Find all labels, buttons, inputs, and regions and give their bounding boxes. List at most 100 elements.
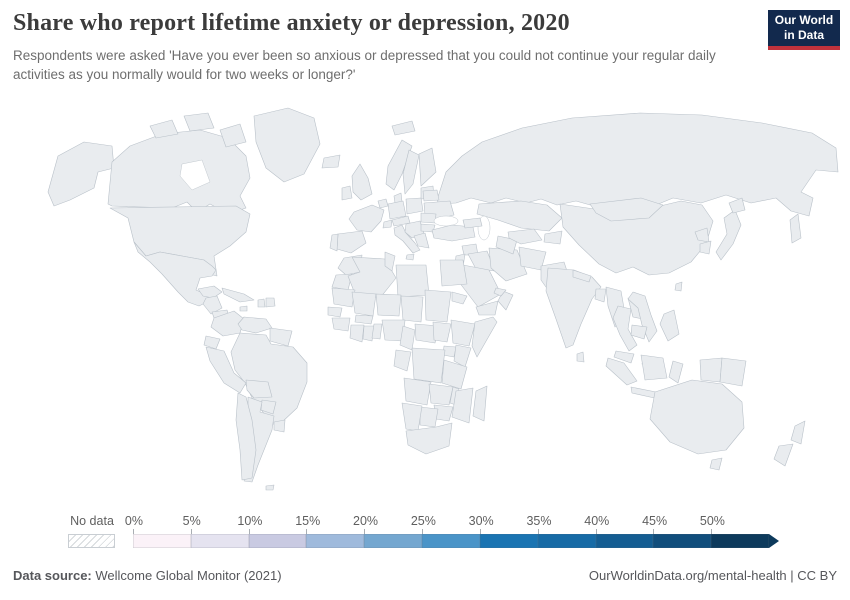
legend-bin[interactable]	[248, 534, 307, 548]
map-region-nepal[interactable]	[572, 269, 592, 283]
map-region-finland[interactable]	[418, 147, 437, 187]
map-region-chad[interactable]	[400, 295, 424, 323]
map-region-spain[interactable]	[336, 230, 367, 254]
map-region-libya[interactable]	[395, 264, 430, 298]
map-region-cambodia[interactable]	[630, 324, 648, 340]
map-region-malaysia-west[interactable]	[613, 350, 635, 364]
map-region-guyanas[interactable]	[269, 327, 293, 347]
map-region-thailand[interactable]	[612, 305, 638, 352]
owid-logo[interactable]: Our World in Data	[768, 10, 840, 50]
map-region-oman[interactable]	[497, 290, 514, 311]
map-region-sudan[interactable]	[424, 289, 452, 323]
map-region-sulawesi[interactable]	[668, 360, 684, 384]
map-region-chile[interactable]	[235, 392, 257, 481]
map-region-car[interactable]	[414, 323, 440, 344]
map-region-cameroon[interactable]	[399, 325, 416, 351]
map-region-sicily[interactable]	[405, 253, 415, 261]
legend-bin[interactable]	[595, 534, 654, 548]
legend-bin[interactable]	[306, 534, 365, 548]
map-region-united-kingdom[interactable]	[351, 163, 373, 201]
map-region-senegal[interactable]	[327, 306, 343, 318]
map-region-hokkaido[interactable]	[728, 197, 746, 214]
map-region-tunisia[interactable]	[384, 251, 396, 272]
map-region-borneo[interactable]	[640, 354, 668, 381]
map-region-bangladesh[interactable]	[594, 288, 607, 303]
map-region-vietnam[interactable]	[627, 291, 658, 343]
map-region-yemen[interactable]	[475, 300, 499, 316]
map-region-sakhalin[interactable]	[789, 213, 802, 244]
map-region-peru[interactable]	[205, 346, 247, 394]
map-region-ethiopia[interactable]	[450, 319, 476, 347]
map-region-australia[interactable]	[649, 379, 745, 455]
legend-bin[interactable]	[653, 534, 712, 548]
map-region-niger[interactable]	[375, 293, 402, 317]
map-region-tanzania[interactable]	[441, 359, 468, 390]
map-region-france[interactable]	[348, 204, 385, 233]
legend-bin[interactable]	[364, 534, 423, 548]
map-region-falkland-islands[interactable]	[265, 484, 275, 491]
map-region-india[interactable]	[545, 267, 602, 349]
legend-bin[interactable]	[711, 534, 769, 548]
map-region-new-zealand-north[interactable]	[790, 420, 806, 445]
attribution[interactable]: OurWorldinData.org/mental-health | CC BY	[588, 568, 837, 583]
legend-bin[interactable]	[537, 534, 596, 548]
map-region-south-sudan[interactable]	[432, 321, 452, 343]
map-region-guatemala-honduras[interactable]	[197, 285, 223, 299]
map-region-madagascar[interactable]	[472, 385, 488, 422]
map-region-arctic-island-3[interactable]	[219, 123, 247, 148]
map-region-canada[interactable]	[107, 129, 251, 215]
map-region-sumatra[interactable]	[605, 357, 638, 386]
map-region-iceland[interactable]	[321, 154, 341, 169]
map-region-uzbekistan[interactable]	[507, 228, 543, 245]
map-region-togo-benin[interactable]	[371, 323, 383, 340]
map-region-new-zealand-south[interactable]	[773, 443, 794, 467]
map-region-west-papua[interactable]	[699, 357, 723, 383]
map-region-switzerland[interactable]	[382, 219, 393, 229]
map-region-namibia[interactable]	[401, 402, 423, 432]
map-region-portugal[interactable]	[329, 233, 339, 252]
legend-bin[interactable]	[479, 534, 538, 548]
map-region-eritrea-djibouti[interactable]	[451, 291, 468, 305]
map-region-egypt[interactable]	[439, 259, 468, 287]
map-region-uruguay[interactable]	[273, 419, 286, 433]
map-region-sweden[interactable]	[402, 149, 420, 195]
map-region-poland[interactable]	[405, 197, 424, 215]
map-region-taiwan[interactable]	[674, 281, 683, 292]
map-region-sri-lanka[interactable]	[576, 351, 585, 363]
map-region-venezuela[interactable]	[237, 316, 273, 334]
map-region-mongolia[interactable]	[589, 197, 664, 222]
map-region-romania[interactable]	[420, 212, 437, 224]
map-region-germany[interactable]	[387, 200, 407, 220]
legend-bin[interactable]	[422, 534, 480, 548]
map-region-south-africa[interactable]	[405, 422, 453, 455]
map-region-gabon-congo[interactable]	[393, 349, 412, 372]
map-region-ireland[interactable]	[341, 185, 353, 201]
map-region-arctic-island-2[interactable]	[183, 112, 215, 132]
map-region-mali[interactable]	[351, 291, 377, 317]
map-region-tasmania[interactable]	[709, 457, 723, 471]
map-region-svalbard[interactable]	[391, 120, 416, 136]
map-region-papua-new-guinea[interactable]	[719, 357, 747, 387]
map-region-nicaragua-costa-rica[interactable]	[202, 295, 223, 315]
legend-bin[interactable]	[133, 534, 191, 548]
map-region-greenland[interactable]	[253, 107, 321, 183]
map-region-mauritania[interactable]	[331, 287, 356, 308]
map-region-kyrgyzstan-tajikistan[interactable]	[543, 230, 563, 245]
map-region-dominican-republic[interactable]	[265, 297, 276, 308]
legend-no-data-swatch[interactable]	[68, 534, 115, 548]
map-region-norway[interactable]	[385, 139, 413, 191]
map-region-benelux[interactable]	[377, 198, 389, 209]
legend-bar[interactable]: 0% 5% 10% 15% 20% 25% 30% 35% 40% 45% 50%	[125, 512, 813, 556]
map-region-belarus[interactable]	[422, 189, 440, 202]
map-region-guinea[interactable]	[331, 317, 351, 332]
map-region-ivory-coast[interactable]	[349, 324, 365, 343]
map-region-turkey[interactable]	[431, 224, 476, 242]
map-region-zambia[interactable]	[428, 383, 454, 406]
map-region-japan[interactable]	[715, 209, 742, 261]
map-region-somalia[interactable]	[471, 316, 498, 358]
map-region-dr-congo[interactable]	[411, 347, 446, 384]
map-region-cuba[interactable]	[221, 287, 255, 303]
map-region-haiti[interactable]	[257, 298, 266, 308]
map-region-bolivia[interactable]	[245, 379, 273, 399]
map-region-mozambique[interactable]	[451, 387, 474, 424]
